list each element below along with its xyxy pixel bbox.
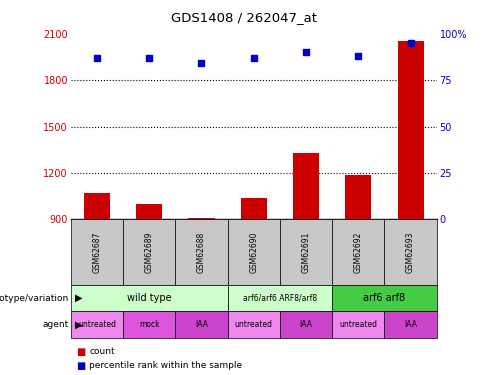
Text: ▶: ▶ [75, 320, 82, 329]
Point [250, 55, 258, 61]
Bar [346, 175, 371, 219]
Bar [241, 198, 267, 219]
Text: percentile rank within the sample: percentile rank within the sample [89, 361, 243, 370]
Text: GDS1408 / 262047_at: GDS1408 / 262047_at [171, 11, 317, 24]
Text: ■: ■ [76, 361, 85, 370]
Bar [188, 218, 215, 219]
Point [93, 55, 101, 61]
Bar [398, 42, 424, 219]
Text: arf6 arf8: arf6 arf8 [364, 293, 406, 303]
Text: GSM62687: GSM62687 [92, 231, 102, 273]
Text: wild type: wild type [127, 293, 171, 303]
Bar [84, 193, 110, 219]
Point [145, 55, 153, 61]
Text: GSM62693: GSM62693 [406, 231, 415, 273]
Text: GSM62689: GSM62689 [144, 231, 154, 273]
Bar [136, 204, 162, 219]
Text: IAA: IAA [300, 320, 312, 329]
Point [198, 60, 205, 66]
Text: ■: ■ [76, 347, 85, 357]
Text: untreated: untreated [235, 320, 273, 329]
Text: IAA: IAA [404, 320, 417, 329]
Text: count: count [89, 347, 115, 356]
Text: genotype/variation: genotype/variation [0, 294, 68, 303]
Point [302, 50, 310, 55]
Text: agent: agent [42, 320, 68, 329]
Text: GSM62690: GSM62690 [249, 231, 258, 273]
Text: GSM62688: GSM62688 [197, 231, 206, 273]
Text: IAA: IAA [195, 320, 208, 329]
Text: untreated: untreated [339, 320, 377, 329]
Text: GSM62691: GSM62691 [302, 231, 310, 273]
Text: untreated: untreated [78, 320, 116, 329]
Text: GSM62692: GSM62692 [354, 231, 363, 273]
Text: ▶: ▶ [75, 293, 82, 303]
Text: mock: mock [139, 320, 160, 329]
Text: arf6/arf6 ARF8/arf8: arf6/arf6 ARF8/arf8 [243, 294, 317, 303]
Point [407, 40, 414, 46]
Bar [293, 153, 319, 219]
Point [354, 53, 362, 59]
